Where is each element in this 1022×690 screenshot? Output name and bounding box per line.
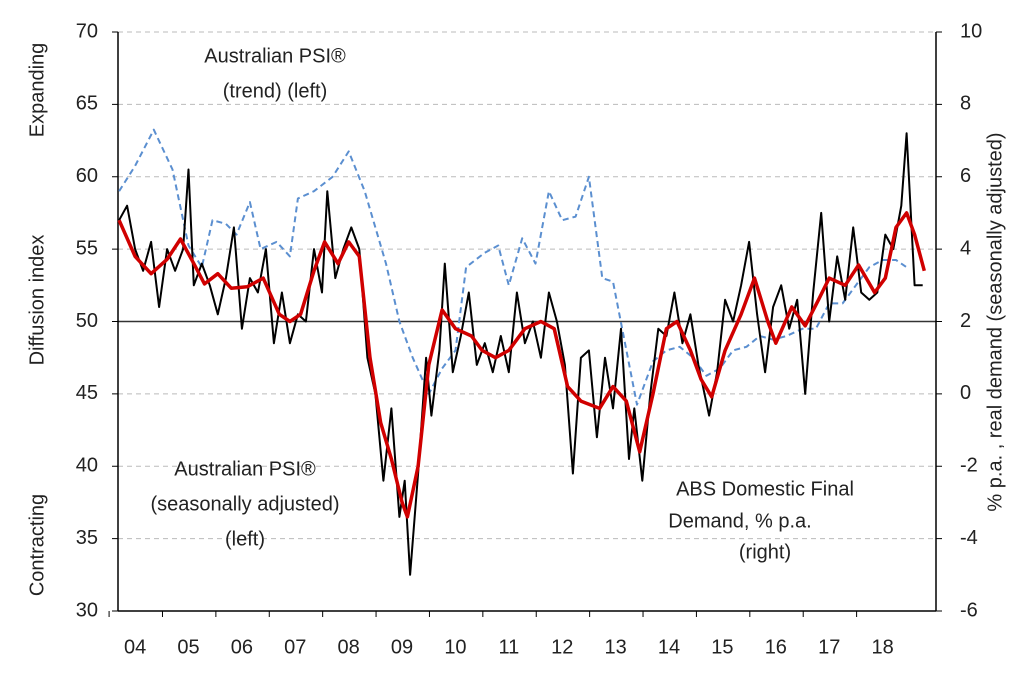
annotation: Demand, % p.a. [668, 510, 811, 532]
x-tick-label: 14 [658, 636, 680, 658]
y2-tick-label: 8 [960, 93, 971, 115]
x-tick-label: 05 [177, 636, 199, 658]
y-tick-label: 45 [76, 382, 98, 404]
x-tick-label: 16 [765, 636, 787, 658]
x-tick-label: 06 [231, 636, 253, 658]
y2-tick-label: -4 [960, 527, 978, 549]
y2-tick-label: 6 [960, 165, 971, 187]
y2-tick-label: -2 [960, 455, 978, 477]
y-tick-label: 50 [76, 310, 98, 332]
x-tick-label: 07 [284, 636, 306, 658]
x-tick-label: 11 [498, 636, 519, 658]
y2-tick-label: 2 [960, 310, 971, 332]
y-tick-label: 70 [76, 20, 98, 42]
y-tick-label: 55 [76, 237, 98, 259]
annotation: Australian PSI® [174, 458, 316, 480]
y2-tick-label: 10 [960, 20, 982, 42]
y-label-top: Expanding [26, 43, 48, 138]
x-tick-label: 13 [605, 636, 627, 658]
x-tick-label: 15 [711, 636, 733, 658]
y2-tick-label: -6 [960, 599, 978, 621]
annotation: Australian PSI® [204, 45, 346, 67]
x-tick-label: 09 [391, 636, 413, 658]
y2-tick-label: 0 [960, 382, 971, 404]
annotation: (left) [225, 528, 265, 550]
y-label: Diffusion index [26, 235, 48, 366]
x-tick-label: 12 [551, 636, 573, 658]
x-tick-label: 18 [871, 636, 893, 658]
x-tick-label: 08 [338, 636, 360, 658]
annotation: ABS Domestic Final [676, 478, 854, 500]
y-tick-label: 35 [76, 527, 98, 549]
y2-label: % p.a. , real demand (seasonally adjuste… [984, 132, 1006, 511]
y2-tick-label: 4 [960, 237, 971, 259]
y-tick-label: 30 [76, 599, 98, 621]
x-tick-label: 04 [124, 636, 146, 658]
series-line [117, 211, 926, 519]
y-tick-label: 60 [76, 165, 98, 187]
annotation: (trend) (left) [223, 80, 327, 102]
series-line [118, 132, 923, 576]
y-tick-label: 40 [76, 455, 98, 477]
annotation: (right) [739, 541, 791, 563]
y-label-bottom: Contracting [26, 494, 48, 596]
x-tick-label: 17 [818, 636, 840, 658]
y-tick-label: 65 [76, 93, 98, 115]
x-tick-label: 10 [444, 636, 466, 658]
annotation: (seasonally adjusted) [151, 493, 340, 515]
